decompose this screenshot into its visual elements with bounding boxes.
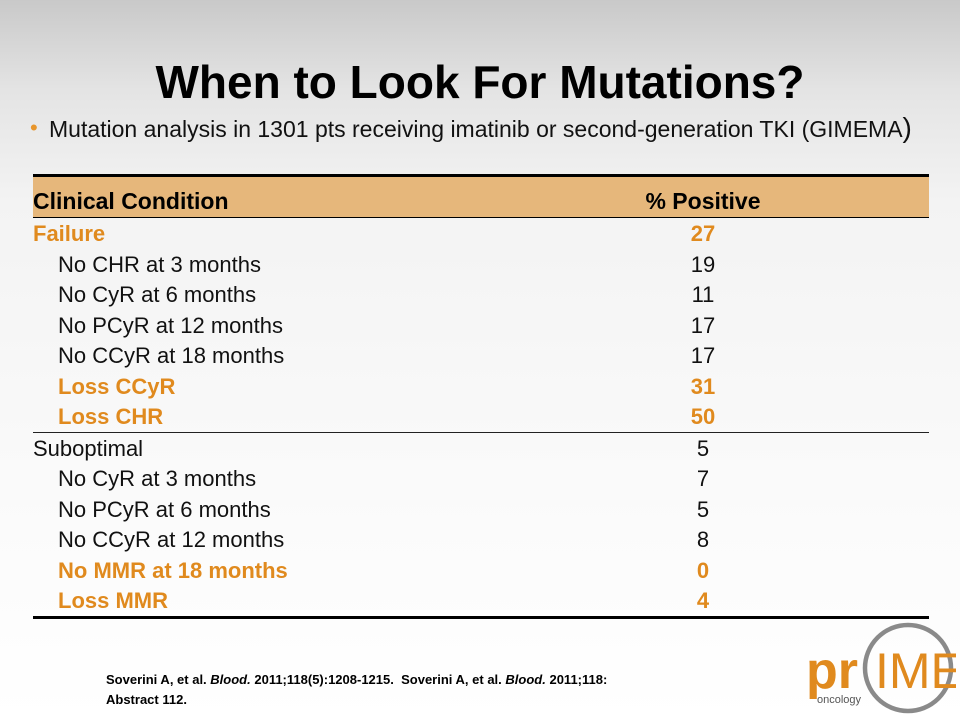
row-condition: No CyR at 3 months [58, 466, 257, 491]
prime-oncology-logo: pr IME oncology [806, 622, 960, 714]
row-condition: Suboptimal [33, 435, 144, 461]
ref1-authors: Soverini A, et al. [106, 672, 207, 687]
bullet-dot-icon: • [30, 115, 38, 140]
row-percent-positive: 19 [690, 251, 716, 277]
row-percent-positive: 50 [690, 404, 716, 429]
row-percent-positive: 7 [696, 466, 710, 491]
table-row: No CCyR at 12 months 8 [33, 524, 929, 555]
ref1-citation: 2011;118(5):1208-1215. [254, 672, 394, 687]
row-condition: No MMR at 18 months [58, 557, 288, 583]
row-percent-positive: 8 [696, 527, 710, 552]
row-condition: No CyR at 6 months [58, 282, 257, 307]
ref2-authors: Soverini A, et al. [401, 672, 502, 687]
table-row: Loss MMR 4 [33, 585, 929, 616]
table-row: No PCyR at 12 months 17 [33, 310, 929, 341]
bullet-text-wrap: Mutation analysis in 1301 pts receiving … [30, 114, 930, 143]
row-percent-positive: 4 [696, 588, 710, 613]
footnote-references: Soverini A, et al. Blood. 2011;118(5):12… [106, 670, 756, 710]
logo-text-oncology: oncology [817, 694, 862, 706]
row-percent-positive: 31 [690, 373, 716, 399]
row-percent-positive: 0 [696, 557, 710, 583]
ref2-journal: Blood. [505, 672, 546, 687]
row-percent-positive: 17 [690, 312, 716, 338]
bullet-paren: ) [902, 112, 912, 143]
slide-title: When to Look For Mutations? [155, 56, 805, 108]
ref2-line2: Abstract 112. [106, 692, 187, 707]
row-condition: No PCyR at 6 months [58, 496, 271, 522]
header-clinical-condition: Clinical Condition [33, 188, 229, 214]
row-percent-positive: 5 [696, 496, 710, 522]
table-row: Loss CCyR 31 [33, 371, 929, 402]
table-row: No CyR at 3 months 7 [33, 463, 929, 494]
table-bottom-rule [33, 615, 929, 619]
table-header: Clinical Condition % Positive [33, 174, 929, 218]
bullet-text: Mutation analysis in 1301 pts receiving … [49, 116, 903, 142]
row-condition: Loss CCyR [58, 373, 176, 399]
bullet-point: • Mutation analysis in 1301 pts receivin… [30, 114, 930, 143]
prime-logo-icon: pr IME oncology [806, 622, 960, 714]
row-percent-positive: 11 [691, 282, 715, 307]
row-percent-positive: 5 [696, 435, 710, 461]
row-percent-positive: 27 [690, 221, 716, 246]
table-row: No CyR at 6 months 11 [33, 279, 929, 310]
row-condition: No CCyR at 12 months [58, 527, 285, 552]
row-percent-positive: 17 [690, 343, 716, 368]
row-condition: No PCyR at 12 months [58, 312, 283, 338]
table-row: No CHR at 3 months 19 [33, 249, 929, 280]
table-row: No MMR at 18 months 0 [33, 555, 929, 586]
table-row: Failure 27 [33, 218, 929, 249]
row-condition: No CHR at 3 months [58, 251, 261, 277]
logo-text-ime: IME [875, 643, 956, 699]
logo-text-pr: pr [806, 642, 858, 700]
ref2-citation: 2011;118: [549, 672, 608, 687]
logo-ring [862, 622, 954, 714]
row-condition: Loss CHR [58, 404, 164, 429]
header-percent-positive: % Positive [645, 188, 761, 214]
table-row: No PCyR at 6 months 5 [33, 494, 929, 525]
row-condition: No CCyR at 18 months [58, 343, 285, 368]
mutation-table: Clinical Condition % Positive Failure 27 N… [33, 174, 929, 619]
ref1-journal: Blood. [210, 672, 251, 687]
table-row: Loss CHR 50 [33, 401, 929, 432]
table-row: Suboptimal 5 [33, 431, 929, 464]
row-condition: Loss MMR [58, 588, 168, 613]
row-condition: Failure [33, 221, 106, 246]
table-body: Failure 27 No CHR at 3 months 19 No CyR at 6… [33, 218, 929, 616]
table-row: No CCyR at 18 months 17 [33, 340, 929, 371]
